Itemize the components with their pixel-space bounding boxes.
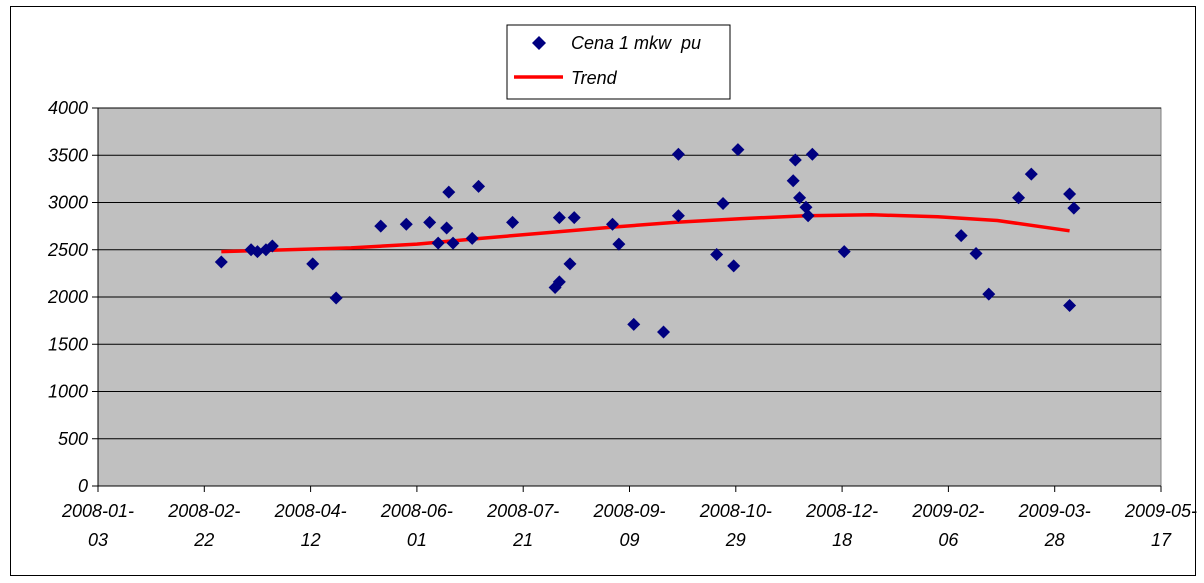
data-point [837,245,851,259]
x-tick-label: 03 [88,530,108,550]
data-point [214,255,228,269]
x-tick-label: 22 [193,530,214,550]
data-point [1067,201,1081,215]
data-point [552,211,566,225]
data-point [954,229,968,243]
x-tick-label: 2008-06- [380,501,453,521]
data-point [612,237,626,251]
data-point [1063,299,1077,313]
data-point [563,257,577,271]
data-point [982,287,996,301]
x-tick-label: 2008-10- [699,501,772,521]
x-tick-label: 21 [512,530,533,550]
data-point [605,217,619,231]
data-point [472,179,486,193]
x-tick-label: 2008-04- [274,501,347,521]
data-point [801,209,815,223]
price-series [214,143,1081,339]
y-tick-label: 2000 [47,287,88,307]
x-tick-label: 2008-07- [486,501,559,521]
x-tick-label: 06 [938,530,959,550]
trend-line [221,213,1070,254]
data-point [671,147,685,161]
data-point [805,147,819,161]
x-tick-label: 28 [1044,530,1065,550]
trend-series [221,213,1070,254]
chart-frame: 0 500 1000 1500 2000 2500 3000 3500 4000 2008-01-… [10,6,1197,576]
data-point [374,219,388,233]
data-point [265,239,279,253]
data-point [329,291,343,305]
data-point [1024,167,1038,181]
data-point [727,259,741,273]
y-tick-label: 2500 [47,240,88,260]
legend-label-price: Cena 1 mkw pu [571,33,701,53]
x-tick-label: 2008-09- [592,501,665,521]
x-tick-label: 2008-12- [805,501,878,521]
data-point [731,143,745,157]
legend-label-trend: Trend [571,68,618,88]
data-point [244,243,258,257]
data-point [657,325,671,339]
data-point [567,211,581,225]
scatter-chart: 0 500 1000 1500 2000 2500 3000 3500 4000 2008-01-… [47,24,1197,550]
data-point [446,236,460,250]
x-tick-label: 2009-03- [1018,501,1091,521]
data-point [1063,187,1077,201]
data-point [1012,191,1026,205]
data-point [306,257,320,271]
data-point [969,247,983,261]
data-point [793,191,807,205]
data-point [716,196,730,210]
data-point [552,275,566,289]
data-point [506,215,520,229]
legend: Cena 1 mkw pu Trend [506,24,731,100]
y-tick-label: 3000 [48,193,88,213]
y-tick-label: 1500 [48,334,88,354]
data-point [465,231,479,245]
data-point [440,221,454,235]
x-tick-label: 17 [1151,530,1172,550]
y-tick-label: 4000 [48,98,88,118]
data-point [786,174,800,188]
legend-box [506,24,731,100]
x-tick-label: 2008-02- [167,501,240,521]
data-point [788,153,802,167]
axes: 0 500 1000 1500 2000 2500 3000 3500 4000 2008-01-… [47,98,1197,550]
data-point [399,217,413,231]
x-tick-label: 12 [301,530,321,550]
data-point [710,247,724,261]
data-point [442,185,456,199]
legend-marker-price [532,36,546,50]
x-tick-label: 2009-05- [1124,501,1197,521]
x-tick-label: 18 [832,530,852,550]
data-point [627,317,641,331]
data-point [671,209,685,223]
y-tick-label: 1000 [48,382,88,402]
data-point [259,243,273,257]
x-tick-label: 09 [619,530,639,550]
y-tick-label: 3500 [48,145,88,165]
data-point [250,245,264,259]
x-tick-label: 2009-02- [911,501,984,521]
data-point [423,215,437,229]
y-tick-label: 0 [78,476,88,496]
x-tick-label: 01 [407,530,427,550]
data-point [431,236,445,250]
y-tick-label: 500 [58,429,88,449]
x-tick-label: 29 [725,530,746,550]
x-tick-label: 2008-01- [61,501,134,521]
